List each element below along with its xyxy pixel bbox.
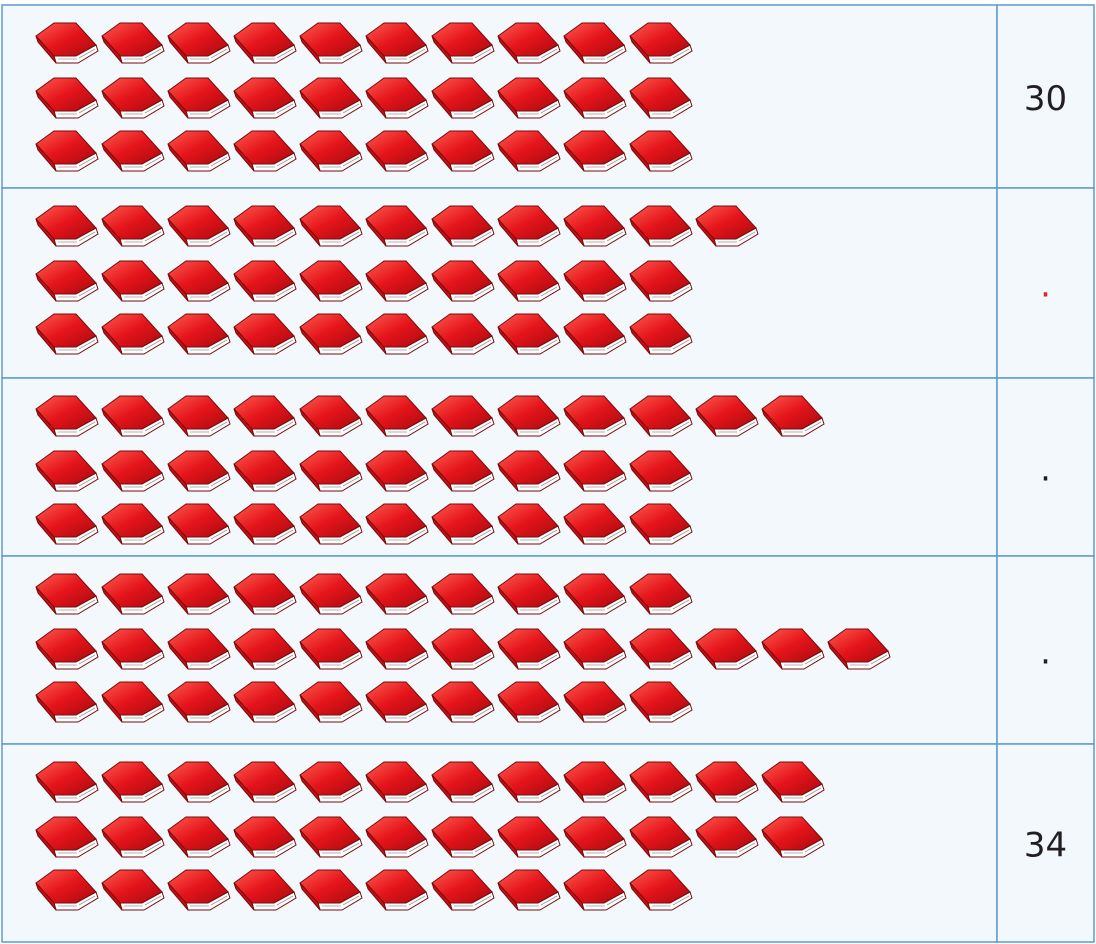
answer-cell bbox=[996, 377, 1095, 557]
answer: . bbox=[1040, 266, 1051, 306]
book-line bbox=[35, 205, 759, 247]
answer-cell bbox=[996, 743, 1095, 943]
answer-cell bbox=[996, 4, 1095, 189]
answer: . bbox=[1040, 450, 1051, 490]
answer: 34 bbox=[1024, 826, 1067, 866]
answer-cell bbox=[996, 187, 1095, 379]
answer-cell bbox=[996, 555, 1095, 745]
answer: . bbox=[1040, 633, 1051, 673]
book-cell bbox=[1, 743, 998, 943]
answer: 30 bbox=[1024, 79, 1067, 119]
